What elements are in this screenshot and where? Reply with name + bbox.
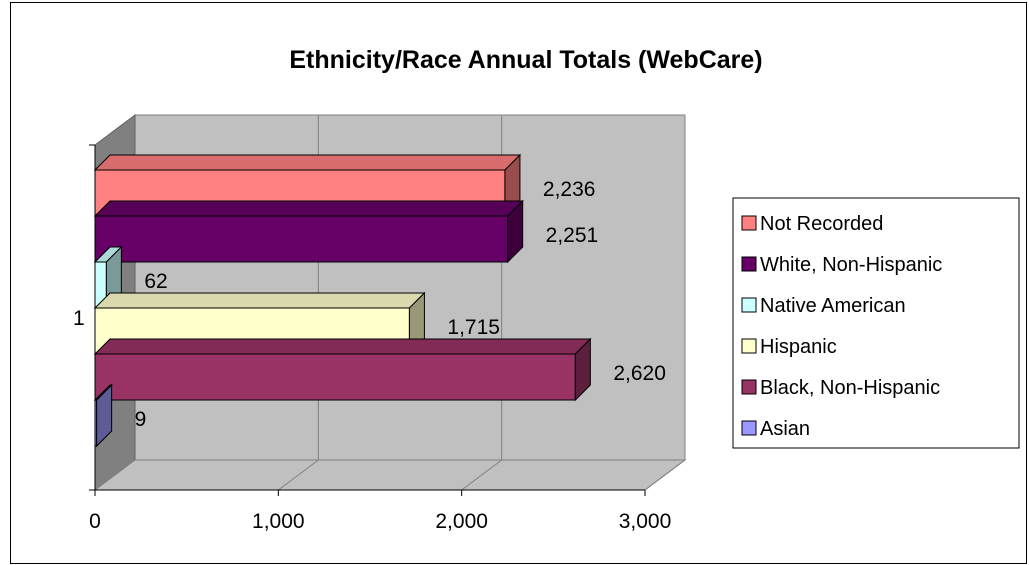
floor — [93, 459, 687, 491]
data-label: 9 — [135, 408, 147, 431]
bar-top — [93, 200, 524, 217]
legend-swatch — [741, 338, 757, 354]
bar-top — [93, 292, 426, 309]
legend-label: Black, Non-Hispanic — [760, 377, 940, 399]
bar-front — [94, 215, 509, 263]
legend-label: White, Non-Hispanic — [760, 254, 942, 276]
legend-swatch — [741, 420, 757, 436]
legend-item: Not Recorded — [741, 213, 883, 235]
bar-front — [94, 353, 576, 401]
legend-label: Asian — [760, 418, 810, 440]
gridline-floor — [461, 459, 502, 491]
legend-swatch — [741, 215, 757, 231]
data-label: 1,715 — [447, 316, 500, 339]
legend-swatch — [741, 379, 757, 395]
category-label: 1 — [73, 307, 85, 330]
legend-item: Asian — [741, 418, 810, 440]
legend-box — [732, 197, 1020, 449]
bar-top — [93, 338, 592, 355]
chart-title: Ethnicity/Race Annual Totals (WebCare) — [289, 46, 762, 74]
legend-item: White, Non-Hispanic — [741, 254, 942, 276]
data-label: 2,620 — [613, 362, 666, 385]
legend-item: Black, Non-Hispanic — [741, 377, 940, 399]
data-label: 62 — [144, 270, 167, 293]
data-label: 2,251 — [546, 224, 599, 247]
data-label: 2,236 — [543, 178, 596, 201]
legend: Not Recorded White, Non-Hispanic Native Am… — [732, 197, 1020, 449]
bar — [93, 337, 592, 402]
bar-end — [574, 337, 591, 402]
gridline-floor — [644, 459, 686, 491]
bar-end — [507, 199, 524, 264]
bar-end — [96, 383, 113, 448]
x-tick-label: 0 — [89, 510, 101, 533]
bar-top — [93, 154, 522, 171]
legend-swatch — [741, 297, 757, 313]
gridline-floor — [278, 459, 319, 491]
data-labels: 2,236 2,251 62 1,715 2,620 9 — [135, 178, 666, 431]
bar — [93, 383, 113, 448]
x-tick-label: 1,000 — [252, 510, 305, 533]
legend-label: Native American — [760, 295, 906, 317]
axes: 0 1,000 2,000 3,000 — [89, 144, 672, 533]
legend-item: Hispanic — [741, 336, 837, 358]
bar — [93, 199, 524, 264]
legend-label: Hispanic — [760, 336, 837, 358]
x-tick-label: 2,000 — [435, 510, 488, 533]
legend-item: Native American — [741, 295, 906, 317]
legend-label: Not Recorded — [760, 213, 883, 235]
bars — [93, 153, 592, 448]
legend-swatch — [741, 256, 757, 272]
x-tick-label: 3,000 — [619, 510, 672, 533]
